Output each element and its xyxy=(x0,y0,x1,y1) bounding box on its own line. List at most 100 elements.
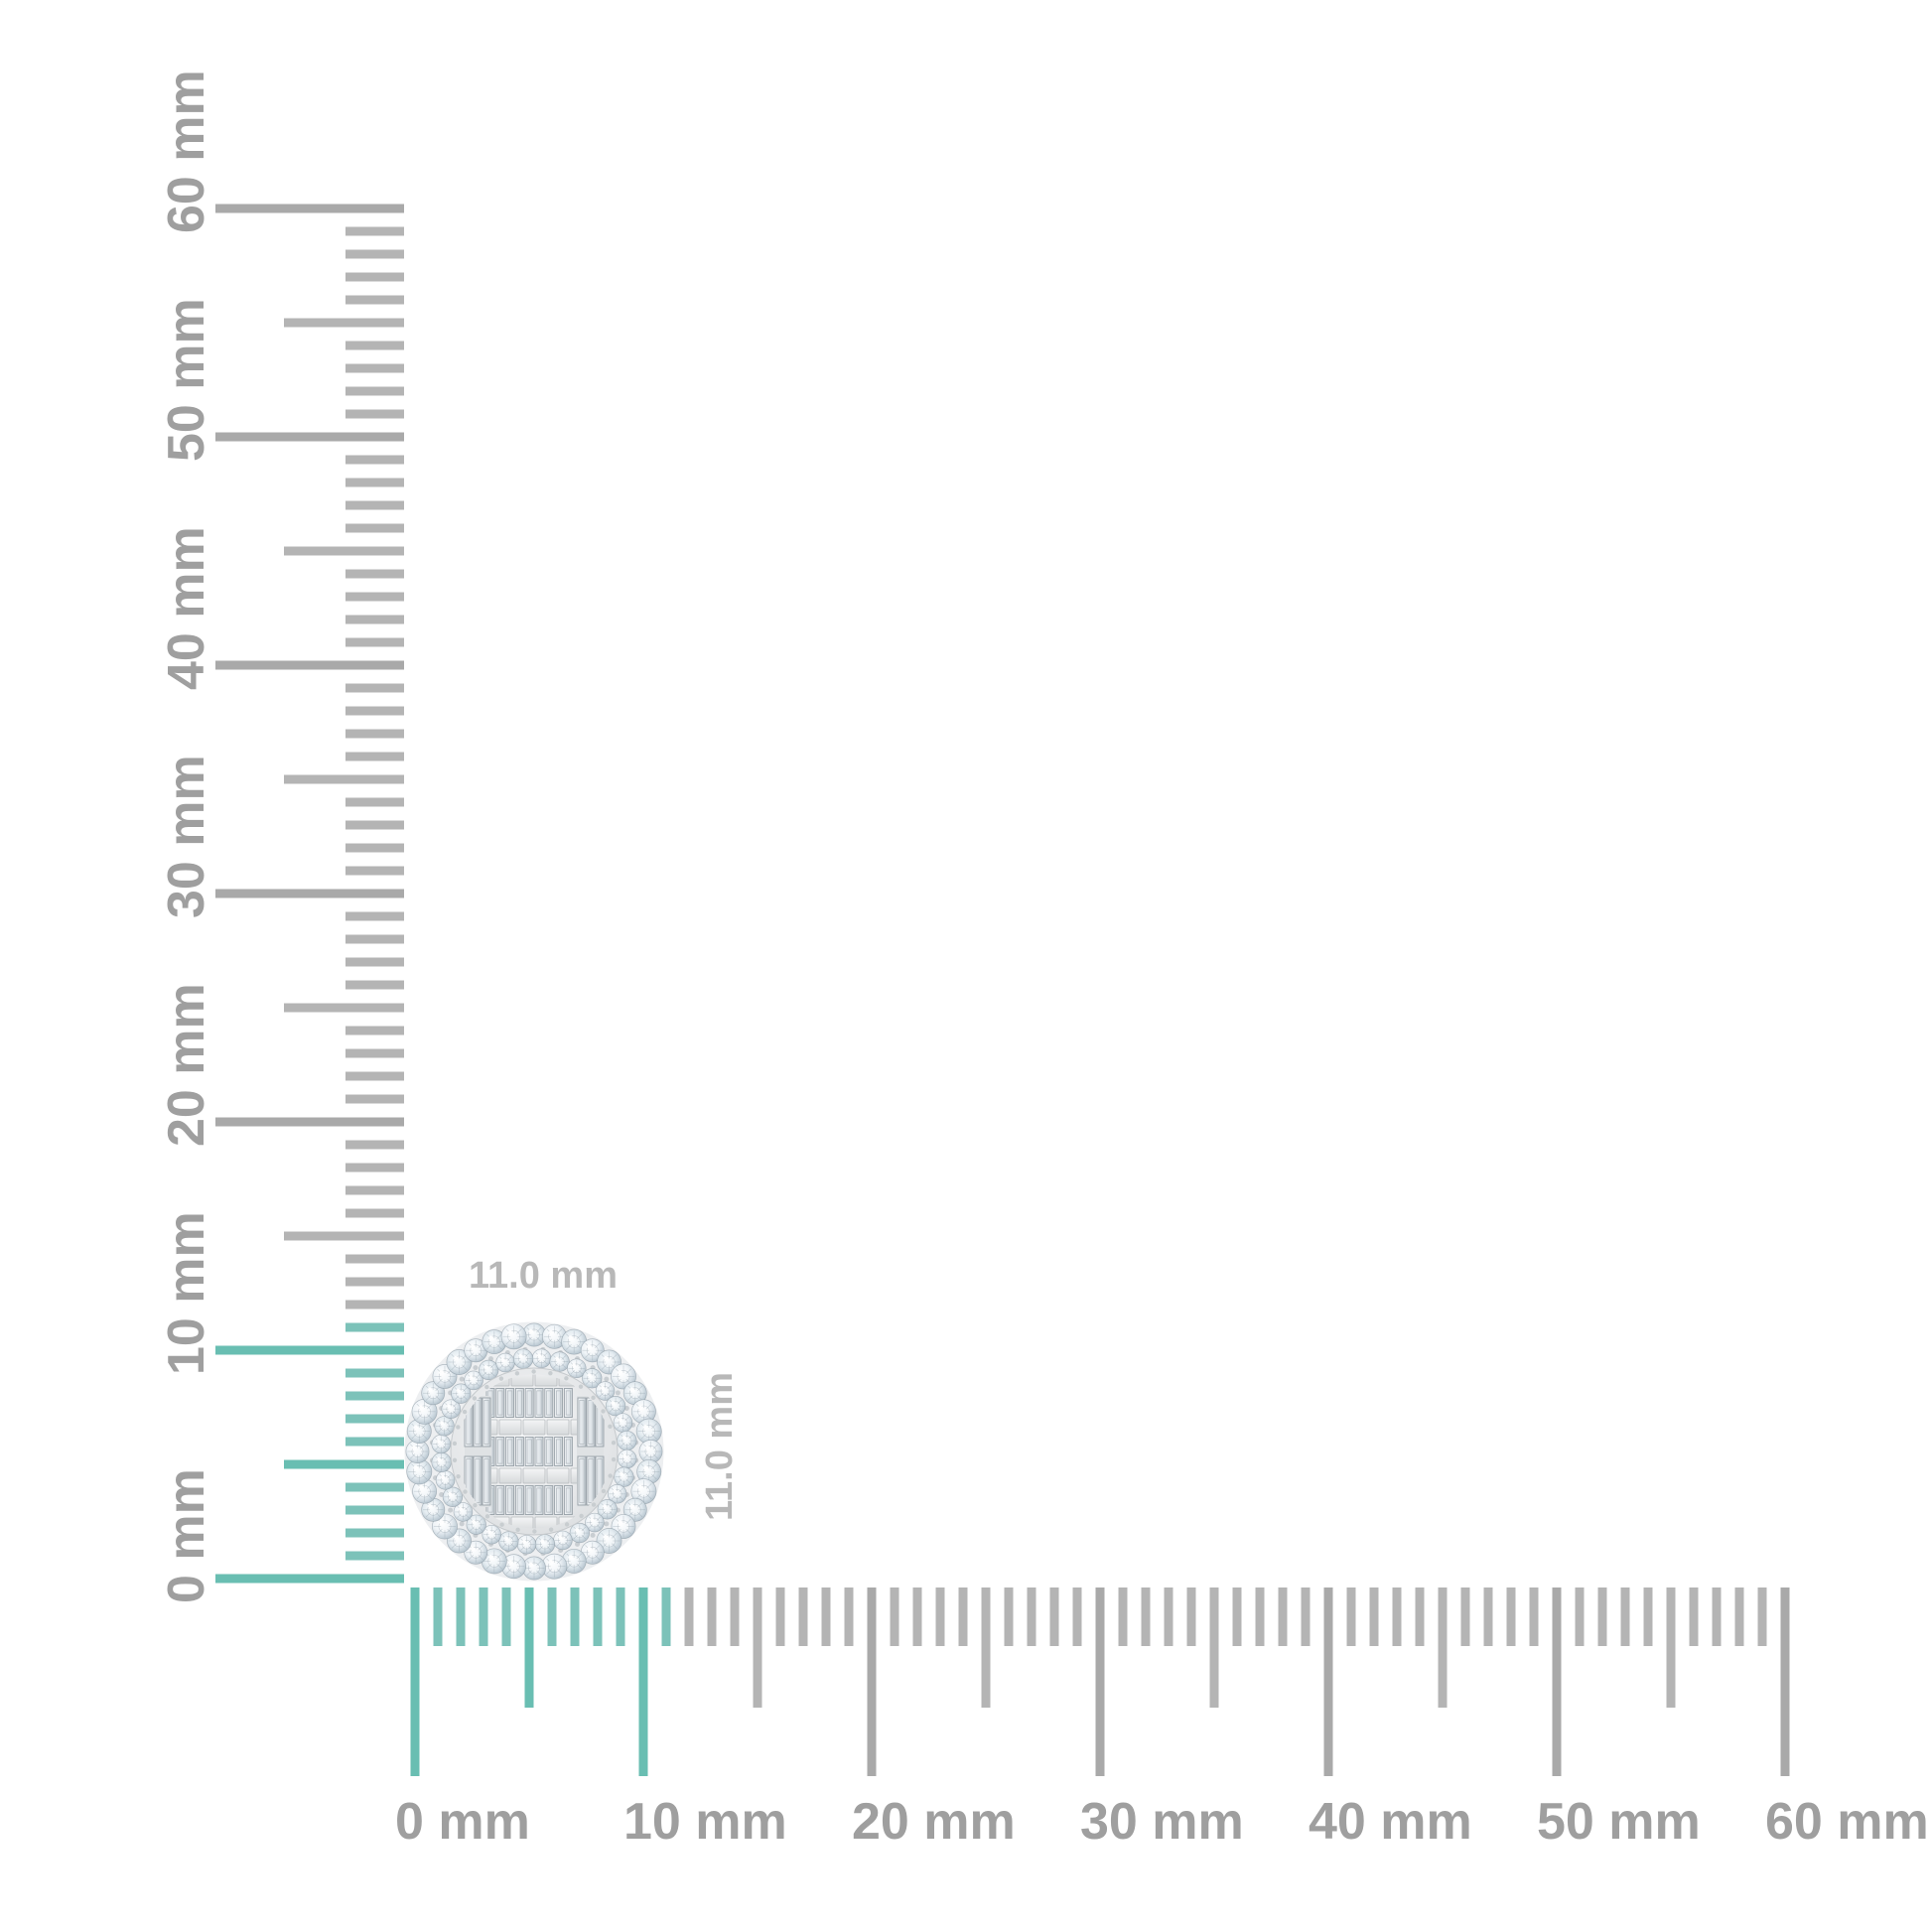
diamond-facet-line xyxy=(446,1428,451,1433)
plate-rim-bead xyxy=(452,1457,458,1462)
vertical-ruler-tick-2mm xyxy=(345,1528,404,1538)
vertical-ruler-tick-20mm xyxy=(215,1117,404,1127)
horizontal-ruler-label-10mm: 10 mm xyxy=(623,1793,787,1851)
diamond-facet-line xyxy=(573,1534,578,1540)
diamond-sparkle xyxy=(604,1356,609,1361)
diamond-facet xyxy=(585,1512,605,1533)
diamond-facet-line xyxy=(625,1470,630,1475)
vertical-ruler-tick-12mm xyxy=(345,1300,404,1310)
plate-rim-bead xyxy=(462,1409,468,1415)
plate-rim-bead xyxy=(579,1513,584,1519)
outer-halo-diamond xyxy=(541,1323,567,1349)
plate-rim-bead xyxy=(463,1489,468,1494)
horizontal-ruler-tick-8mm xyxy=(593,1587,603,1646)
diamond-facet-line xyxy=(581,1534,587,1540)
vertical-ruler-tick-5mm xyxy=(284,1459,404,1469)
vertical-ruler-tick-55mm xyxy=(284,318,404,328)
prong-bead xyxy=(604,1376,610,1382)
horizontal-ruler-tick-17mm xyxy=(798,1587,808,1646)
vertical-ruler-label-20mm: 20 mm xyxy=(158,983,215,1147)
vertical-ruler-tick-37mm xyxy=(345,729,404,739)
diamond-facet-line xyxy=(437,1378,443,1385)
diamond-facet-line xyxy=(645,1493,652,1500)
diamond-sparkle xyxy=(637,1485,643,1490)
diamond-facet-line xyxy=(546,1546,552,1551)
horizontal-ruler-tick-21mm xyxy=(890,1587,899,1646)
vertical-ruler-tick-6mm xyxy=(345,1437,404,1447)
horizontal-ruler-labels: 0 mm 10 mm 20 mm 30 mm 40 mm 50 mm 60 mm xyxy=(395,1793,1929,1851)
plate-rim-bead xyxy=(484,1384,489,1390)
diamond-facet-line xyxy=(468,1352,475,1358)
diamond-facet-line xyxy=(443,1446,448,1450)
diamond-facet-line xyxy=(463,1387,468,1392)
diamond-facet-line xyxy=(478,1526,483,1532)
diamond-facet-line xyxy=(546,1569,552,1575)
diamond-sparkle xyxy=(618,1370,622,1375)
horizontal-ruler-label-0mm: 0 mm xyxy=(395,1793,530,1851)
diamond-sparkle xyxy=(528,1328,533,1333)
diamond-facet xyxy=(500,1323,527,1350)
diamond-facet-line xyxy=(461,1533,468,1539)
diamond-facet-line xyxy=(643,1453,649,1459)
baguette-diamond xyxy=(554,1388,564,1418)
diamond-facet-line xyxy=(640,1473,647,1480)
horizontal-ruler-tick-30mm xyxy=(1095,1587,1105,1776)
diamond-sparkle xyxy=(528,1562,533,1567)
inner-halo-diamond xyxy=(585,1512,605,1533)
plate-rim-bead xyxy=(564,1522,570,1527)
diamond-facet-line xyxy=(446,1420,451,1425)
diamond-facet-line xyxy=(435,1502,441,1508)
baguette-diamond xyxy=(544,1388,554,1418)
diamond-facet-line xyxy=(451,1364,458,1371)
diamond-facet-line xyxy=(425,1511,432,1518)
diamond-cluster-stud-image xyxy=(404,1321,664,1582)
horizontal-ruler-tick-48mm xyxy=(1506,1587,1516,1646)
horizontal-ruler-tick-39mm xyxy=(1301,1587,1311,1646)
baguette-step-facet xyxy=(546,1390,552,1416)
diamond-facet-line xyxy=(490,1363,495,1369)
diamond-facet-line xyxy=(596,1516,602,1521)
vertical-ruler-tick-0mm xyxy=(215,1574,404,1584)
diamond-facet xyxy=(614,1466,634,1487)
vertical-ruler-tick-56mm xyxy=(345,295,404,305)
baguette-step-facet xyxy=(483,1458,489,1503)
vertical-ruler-tick-15mm xyxy=(284,1231,404,1241)
baguette-step-facet xyxy=(507,1439,513,1464)
horizontal-ruler-tick-37mm xyxy=(1255,1587,1265,1646)
horizontal-ruler-tick-23mm xyxy=(935,1587,945,1646)
diamond-facet-line xyxy=(526,1336,532,1342)
diamond-facet-line xyxy=(453,1410,458,1416)
diamond-facet-line xyxy=(617,1408,622,1413)
metal-cell xyxy=(522,1467,546,1484)
vertical-ruler-tick-39mm xyxy=(345,683,404,693)
vertical-ruler-tick-34mm xyxy=(345,797,404,807)
baguette-step-facet xyxy=(497,1487,503,1513)
baguette-step-facet xyxy=(516,1439,522,1464)
vertical-ruler-tick-17mm xyxy=(345,1185,404,1195)
diamond-sparkle xyxy=(428,1504,432,1509)
diamond-facet-line xyxy=(492,1536,498,1541)
diamond-facet-line xyxy=(446,1498,452,1504)
horizontal-ruler-tick-9mm xyxy=(616,1587,625,1646)
prong-bead xyxy=(459,1376,465,1382)
diamond-facet-line xyxy=(609,1511,615,1516)
outer-halo-diamond xyxy=(622,1381,647,1406)
horizontal-ruler-tick-25mm xyxy=(981,1587,991,1708)
inner-halo-diamond xyxy=(466,1514,486,1535)
diamond-facet-line xyxy=(636,1502,643,1508)
diamond-facet-line xyxy=(528,1538,533,1543)
diamond-sparkle xyxy=(459,1507,463,1511)
diamond-sparkle xyxy=(441,1475,445,1479)
horizontal-ruler-tick-52mm xyxy=(1597,1587,1607,1646)
baguette-step-facet xyxy=(546,1487,552,1513)
diamond-facet-line xyxy=(454,1490,460,1495)
baguette-mosaic xyxy=(463,1374,606,1529)
horizontal-ruler-tick-18mm xyxy=(821,1587,831,1646)
outer-halo-diamond xyxy=(561,1328,588,1355)
baguette-diamond xyxy=(577,1455,587,1506)
diamond-facet-line xyxy=(453,1403,458,1408)
diamond-sparkle xyxy=(447,1404,451,1408)
plate-rim-bead xyxy=(456,1425,461,1430)
prong-bead xyxy=(615,1390,621,1396)
baguette-diamond xyxy=(524,1388,534,1418)
